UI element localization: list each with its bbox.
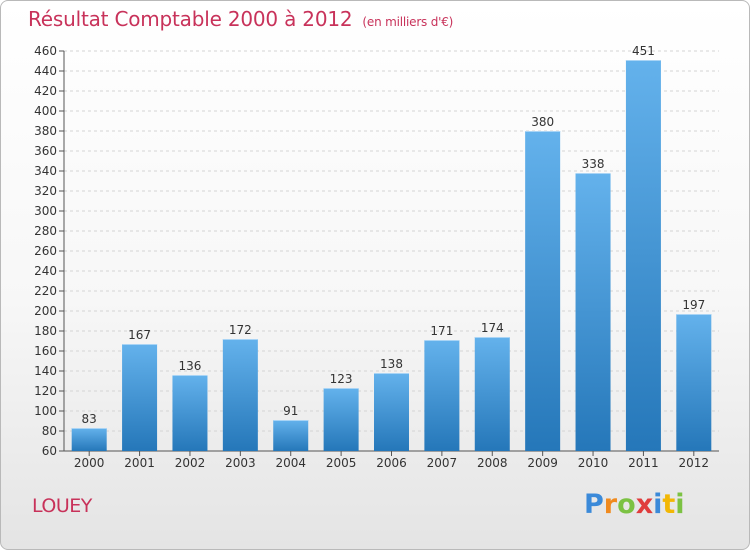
logo-letter: P [584, 489, 604, 520]
bar-2012 [676, 314, 712, 451]
bar-value-label: 138 [380, 357, 403, 371]
bar-value-label: 171 [430, 324, 453, 338]
y-tick-label: 420 [34, 84, 57, 98]
chart-subtitle: (en milliers d'€) [362, 15, 454, 29]
bar-value-label: 451 [632, 44, 655, 58]
y-tick-label: 60 [42, 444, 57, 458]
bar-value-label: 91 [283, 404, 298, 418]
x-tick-label: 2007 [427, 456, 458, 470]
bar-value-label: 136 [179, 359, 202, 373]
y-tick-label: 200 [34, 304, 57, 318]
x-tick-label: 2008 [477, 456, 508, 470]
x-tick-label: 2002 [175, 456, 206, 470]
logo-letter: t [662, 489, 676, 520]
bar-2008 [474, 337, 510, 451]
bar-value-label: 338 [582, 157, 605, 171]
y-tick-label: 160 [34, 344, 57, 358]
y-tick-label: 280 [34, 224, 57, 238]
y-tick-label: 120 [34, 384, 57, 398]
bar-2009 [525, 131, 561, 451]
x-tick-label: 2011 [628, 456, 659, 470]
bar-2000 [71, 428, 107, 451]
y-tick-label: 100 [34, 404, 57, 418]
bar-2005 [323, 388, 359, 451]
x-tick-label: 2003 [225, 456, 256, 470]
y-tick-label: 300 [34, 204, 57, 218]
logo-letter: x [635, 489, 654, 520]
y-tick-label: 140 [34, 364, 57, 378]
x-tick-label: 2010 [578, 456, 609, 470]
y-tick-label: 460 [34, 44, 57, 58]
labels: 60 80 100 120 140 160 180 200 220 240 260 280 300 320… [34, 44, 709, 470]
bars [71, 60, 712, 451]
bar-2001 [122, 344, 158, 451]
proxiti-logo: Proxiti [584, 489, 685, 520]
y-tick-label: 180 [34, 324, 57, 338]
bar-value-label: 123 [330, 372, 353, 386]
bar-value-label: 172 [229, 323, 252, 337]
logo-letter: r [603, 489, 618, 520]
y-tick-label: 380 [34, 124, 57, 138]
logo-letter: i [653, 489, 663, 520]
bar-value-label: 197 [682, 298, 705, 312]
y-tick-label: 360 [34, 144, 57, 158]
bar-value-label: 167 [128, 328, 151, 342]
bar-value-label: 174 [481, 321, 504, 335]
bar-2011 [625, 60, 661, 451]
y-tick-label: 440 [34, 64, 57, 78]
bar-2002 [172, 375, 208, 451]
y-tick-label: 80 [42, 424, 57, 438]
y-tick-label: 400 [34, 104, 57, 118]
bar-value-label: 380 [531, 115, 554, 129]
logo-letter: i [675, 489, 685, 520]
x-tick-label: 2005 [326, 456, 357, 470]
logo-letter: o [617, 489, 636, 520]
bar-2003 [222, 339, 258, 451]
bar-2004 [273, 420, 309, 451]
y-tick-label: 240 [34, 264, 57, 278]
bar-2010 [575, 173, 611, 451]
bar-value-label: 83 [82, 412, 97, 426]
x-tick-label: 2001 [124, 456, 155, 470]
x-tick-label: 2004 [275, 456, 306, 470]
y-tick-label: 320 [34, 184, 57, 198]
y-tick-label: 340 [34, 164, 57, 178]
y-tick-label: 220 [34, 284, 57, 298]
x-tick-label: 2006 [376, 456, 407, 470]
x-tick-label: 2009 [527, 456, 558, 470]
chart-title-text: Résultat Comptable 2000 à 2012 [28, 7, 353, 31]
bar-2007 [424, 340, 460, 451]
bar-2006 [374, 373, 409, 451]
chart-title: Résultat Comptable 2000 à 2012 (en millie… [28, 7, 453, 31]
y-tick-label: 260 [34, 244, 57, 258]
place-name: LOUEY [32, 495, 92, 517]
x-tick-label: 2000 [74, 456, 105, 470]
x-tick-label: 2012 [679, 456, 710, 470]
